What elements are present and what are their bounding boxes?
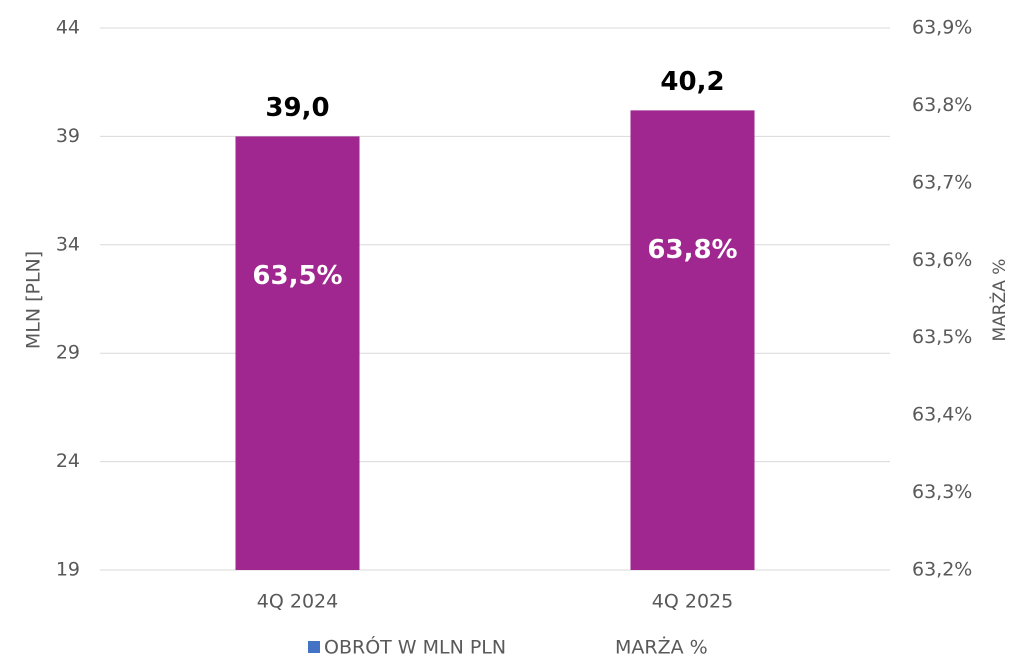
y-tick-label: 44 [56,17,80,39]
y-axis-label: MLN [PLN] [23,251,45,349]
y-tick-label: 29 [56,342,80,364]
bar-value-label: 40,2 [660,67,724,97]
y2-tick-label: 63,4% [912,404,972,426]
y-tick-label: 39 [56,125,80,147]
y2-axis-label: MARŻA % [989,259,1010,342]
x-tick-label: 4Q 2025 [652,591,733,613]
y2-tick-label: 63,2% [912,559,972,581]
y2-tick-label: 63,3% [912,481,972,503]
bar [630,110,755,570]
y-tick-label: 24 [56,450,80,472]
y2-tick-label: 63,9% [912,17,972,39]
y-tick-label: 19 [56,559,80,581]
margin-label: 63,5% [252,261,342,291]
legend-label: MARŻA % [615,636,708,659]
margin-label: 63,8% [647,235,737,265]
x-tick-label: 4Q 2024 [257,591,338,613]
bar [235,136,360,570]
margin-point [692,104,694,106]
y-tick-label: 34 [56,233,80,255]
bar-value-label: 39,0 [265,93,329,123]
legend-swatch [308,641,320,653]
y2-tick-label: 63,5% [912,326,972,348]
legend-label: OBRÓT W MLN PLN [324,635,506,659]
y2-tick-label: 63,7% [912,171,972,193]
y2-tick-label: 63,6% [912,249,972,271]
y2-tick-label: 63,8% [912,94,972,116]
